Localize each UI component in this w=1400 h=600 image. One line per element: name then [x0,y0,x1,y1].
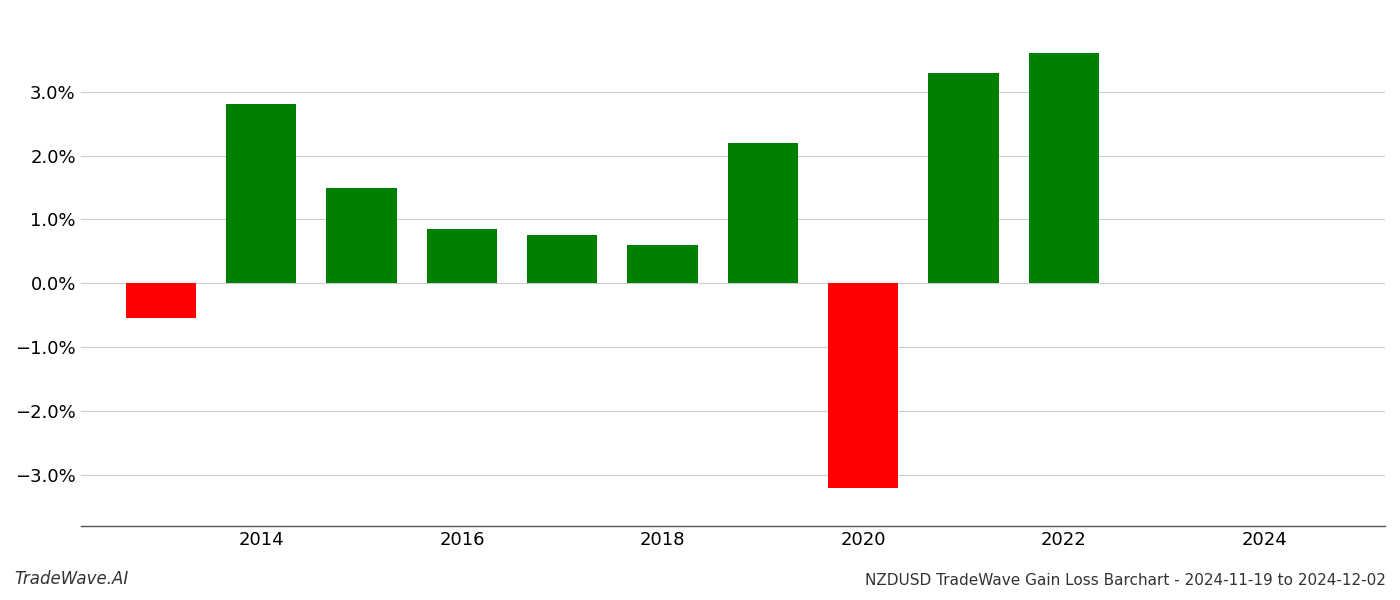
Bar [427,229,497,283]
Text: NZDUSD TradeWave Gain Loss Barchart - 2024-11-19 to 2024-12-02: NZDUSD TradeWave Gain Loss Barchart - 20… [865,573,1386,588]
Bar [227,104,297,283]
Bar [528,235,598,283]
Bar [928,73,998,283]
Bar [829,283,899,488]
Bar [326,188,396,283]
Bar [126,283,196,319]
Bar [1029,53,1099,283]
Bar [728,143,798,283]
Bar [627,245,697,283]
Text: TradeWave.AI: TradeWave.AI [14,570,129,588]
